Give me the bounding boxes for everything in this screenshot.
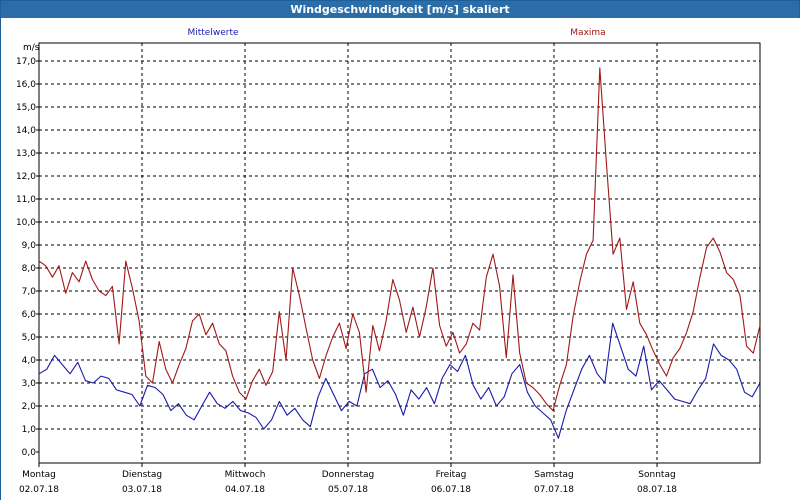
y-tick-label: 13,0: [16, 149, 36, 159]
y-tick-label: 0,0: [22, 448, 37, 458]
window-title: Windgeschwindigkeit [m/s] skaliert: [1, 1, 799, 18]
legend-mittelwerte: Mittelwerte: [187, 28, 238, 38]
data-series: [38, 67, 761, 439]
series-line-mittelwerte: [38, 322, 761, 439]
legend-maxima: Maxima: [570, 28, 605, 38]
x-tick-day-label: Dienstag: [122, 470, 162, 480]
y-tick-label: 4,0: [22, 356, 37, 366]
x-tick-date-label: 05.07.18: [328, 485, 368, 495]
y-tick-label: 11,0: [16, 195, 36, 205]
y-tick-label: 14,0: [16, 126, 36, 136]
y-axis-unit-label: m/s: [23, 43, 40, 53]
x-tick-date-label: 08.07.18: [637, 485, 677, 495]
x-tick-date-label: 07.07.18: [534, 485, 574, 495]
x-tick-day-label: Samstag: [534, 470, 573, 480]
y-tick-label: 8,0: [22, 264, 37, 274]
x-tick-date-label: 06.07.18: [431, 485, 471, 495]
chart-background: [1, 18, 800, 501]
x-tick-day-label: Freitag: [436, 470, 467, 480]
y-tick-label: 9,0: [22, 241, 37, 251]
y-tick-label: 1,0: [22, 425, 37, 435]
y-tick-label: 3,0: [22, 379, 37, 389]
x-tick-day-label: Sonntag: [638, 470, 675, 480]
y-tick-label: 5,0: [22, 333, 37, 343]
x-tick-date-label: 04.07.18: [225, 485, 265, 495]
x-tick-day-label: Mittwoch: [225, 470, 266, 480]
x-tick-date-label: 03.07.18: [122, 485, 162, 495]
y-tick-label: 6,0: [22, 310, 37, 320]
x-tick-date-label: 02.07.18: [19, 485, 59, 495]
y-tick-labels: 0,0 1,0 2,0 3,0 4,0 5,0 6,0 7,0 8,0 9,0 10,0 11,0 12…: [16, 57, 36, 458]
x-tick-day-label: Donnerstag: [322, 470, 375, 480]
y-tick-label: 15,0: [16, 103, 36, 113]
y-tick-label: 7,0: [22, 287, 37, 297]
x-tick-labels: Montag 02.07.18 Dienstag 03.07.18 Mittwoch 04…: [19, 470, 677, 495]
series-line-maxima: [38, 67, 761, 412]
plot-frame: [38, 42, 761, 464]
y-tick-label: 16,0: [16, 80, 36, 90]
x-tick-day-label: Montag: [22, 470, 56, 480]
y-tick-label: 17,0: [16, 57, 36, 67]
y-tick-label: 10,0: [16, 218, 36, 228]
y-tick-label: 2,0: [22, 402, 37, 412]
y-tick-label: 12,0: [16, 172, 36, 182]
